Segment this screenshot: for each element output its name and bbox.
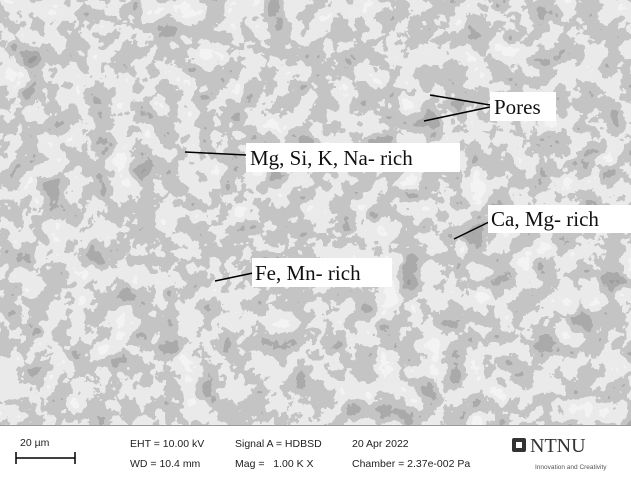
- page: Pores Mg, Si, K, Na- rich Ca, Mg- rich F…: [0, 0, 631, 479]
- annotation-label: Ca, Mg- rich: [491, 207, 599, 231]
- annotation-label: Pores: [494, 95, 541, 119]
- info-text: Mag = 1.00 K X: [235, 458, 314, 470]
- annotation-label: Fe, Mn- rich: [255, 261, 361, 285]
- micrograph: Pores Mg, Si, K, Na- rich Ca, Mg- rich F…: [0, 0, 631, 479]
- scale-label: 20 µm: [20, 437, 50, 449]
- info-text: Signal A = HDBSD: [235, 438, 322, 450]
- logo-tagline: Innovation and Creativity: [535, 464, 607, 471]
- logo: NTNU: [530, 435, 586, 457]
- info-text: EHT = 10.00 kV: [130, 438, 204, 450]
- info-text: WD = 10.4 mm: [130, 458, 201, 470]
- info-text: 20 Apr 2022: [352, 438, 409, 450]
- info-text: Chamber = 2.37e-002 Pa: [352, 458, 470, 470]
- logo-icon: [516, 442, 522, 448]
- annotation-label: Mg, Si, K, Na- rich: [250, 146, 413, 170]
